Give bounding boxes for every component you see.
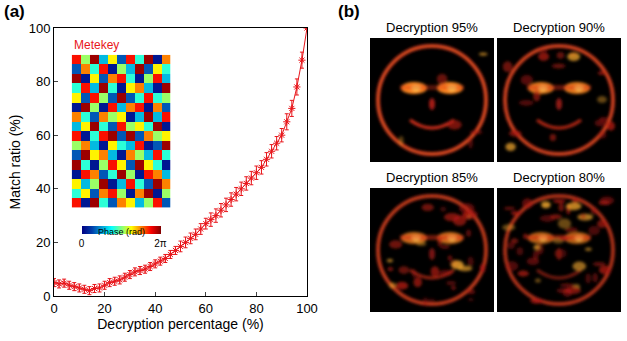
svg-text:60: 60	[199, 301, 213, 316]
html-text:Decryption 85%: Decryption 85%	[386, 170, 478, 185]
svg-text:80: 80	[249, 301, 263, 316]
html-text:(a): (a)	[4, 2, 25, 21]
html-text:(b): (b)	[338, 2, 360, 21]
svg-text:100: 100	[29, 21, 51, 36]
svg-text:Metekey: Metekey	[74, 38, 119, 52]
svg-text:0: 0	[43, 289, 50, 304]
svg-text:Phase (rad): Phase (rad)	[98, 227, 145, 237]
html-text:Decryption 95%: Decryption 95%	[386, 20, 478, 35]
svg-text:0: 0	[79, 238, 85, 249]
svg-text:Match ratio (%): Match ratio (%)	[7, 115, 23, 210]
html-text:Decryption 90%: Decryption 90%	[513, 20, 605, 35]
svg-text:60: 60	[36, 128, 50, 143]
svg-text:20: 20	[36, 235, 50, 250]
svg-text:80: 80	[36, 74, 50, 89]
svg-text:0: 0	[50, 301, 57, 316]
svg-text:20: 20	[97, 301, 111, 316]
svg-text:100: 100	[296, 301, 318, 316]
html-text:Decryption 80%: Decryption 80%	[513, 170, 605, 185]
svg-text:40: 40	[36, 181, 50, 196]
svg-text:40: 40	[148, 301, 162, 316]
svg-text:Decryption percentage (%): Decryption percentage (%)	[97, 316, 264, 332]
svg-text:2π: 2π	[154, 238, 167, 249]
